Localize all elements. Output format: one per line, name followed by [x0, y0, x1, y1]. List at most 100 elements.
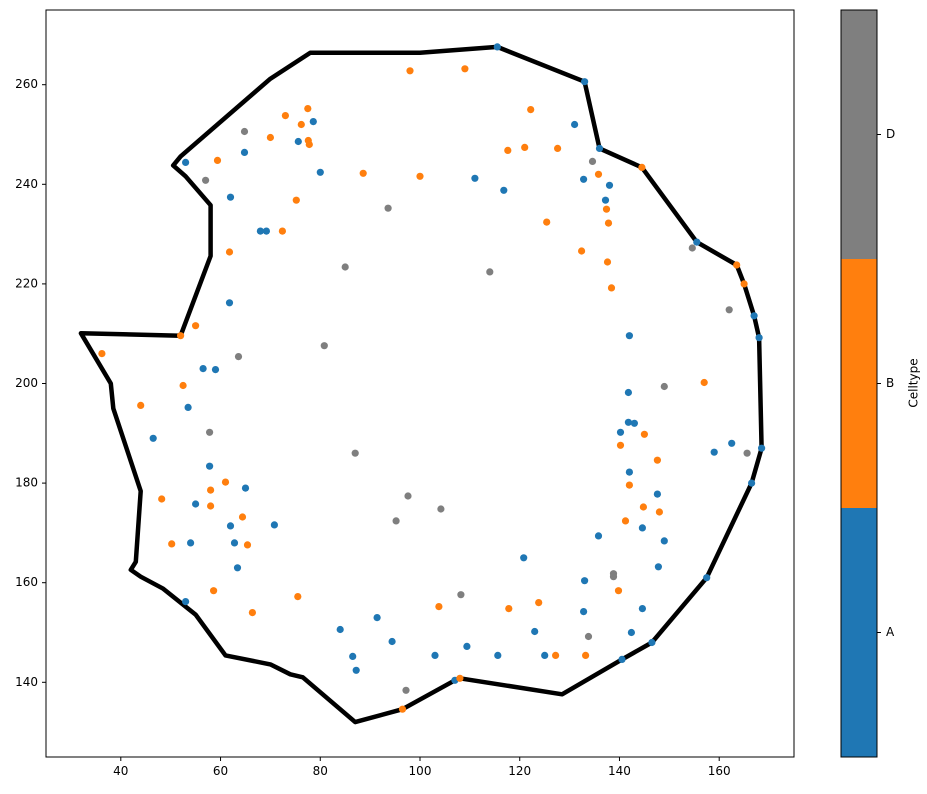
point-A: [240, 148, 249, 156]
point-A: [625, 332, 634, 340]
point-A: [541, 651, 549, 660]
colorbar-frame: [840, 9, 878, 758]
point-B: [461, 65, 469, 73]
colorbar-segment-A: [841, 508, 877, 757]
y-tick-label: 140: [15, 675, 38, 689]
boundary-line: [78, 44, 764, 725]
point-B: [292, 196, 300, 204]
point-B: [578, 247, 586, 255]
point-D: [206, 428, 214, 436]
y-tick-label: 260: [15, 77, 38, 91]
point-B: [243, 541, 252, 549]
point-A: [230, 539, 239, 547]
colorbar-tick-label: B: [886, 376, 894, 390]
point-D: [743, 449, 751, 457]
point-A: [693, 238, 701, 246]
point-B: [640, 430, 649, 438]
point-B: [207, 502, 215, 510]
point-B: [98, 350, 106, 358]
point-B: [582, 651, 590, 660]
point-B: [456, 674, 464, 682]
point-A: [660, 537, 668, 545]
colorbar-tick-label: A: [886, 625, 895, 639]
colorbar: A B D: [840, 9, 895, 758]
point-D: [384, 204, 392, 212]
point-A: [581, 78, 589, 86]
y-tick-label: 220: [15, 276, 38, 290]
point-A: [653, 490, 662, 498]
point-A: [270, 521, 278, 529]
point-A: [500, 186, 508, 194]
point-A: [316, 168, 324, 176]
point-A: [580, 608, 588, 616]
point-A: [638, 524, 647, 532]
point-B: [305, 140, 313, 149]
point-D: [202, 176, 210, 184]
point-B: [638, 163, 646, 171]
point-B: [603, 258, 612, 266]
point-B: [266, 133, 274, 142]
point-A: [595, 144, 604, 152]
point-A: [226, 522, 235, 530]
colorbar-segment-D: [841, 10, 877, 259]
point-A: [431, 651, 439, 660]
y-tick-label: 160: [15, 575, 38, 589]
point-A: [226, 193, 235, 201]
point-A: [187, 539, 195, 547]
point-D: [351, 449, 359, 457]
point-D: [234, 353, 243, 361]
point-B: [168, 540, 176, 548]
point-D: [240, 127, 249, 136]
point-A: [184, 403, 192, 411]
point-A: [199, 365, 207, 373]
point-B: [607, 284, 616, 292]
point-A: [710, 448, 718, 456]
point-A: [294, 137, 302, 146]
point-A: [531, 627, 539, 636]
point-B: [225, 248, 234, 256]
point-B: [238, 513, 247, 521]
point-D: [402, 686, 410, 694]
y-tick-label: 240: [15, 177, 38, 191]
point-A: [627, 628, 636, 637]
point-B: [604, 219, 613, 227]
point-A: [605, 181, 614, 189]
point-A: [616, 428, 625, 436]
point-D: [688, 244, 696, 252]
point-B: [294, 593, 302, 601]
point-A: [758, 444, 766, 452]
plot-area: [78, 43, 766, 725]
point-B: [527, 106, 535, 114]
point-B: [297, 120, 305, 129]
point-B: [616, 441, 625, 449]
y-tick-label: 180: [15, 476, 38, 490]
x-tick-label: 160: [708, 764, 731, 778]
point-D: [437, 505, 445, 513]
point-D: [341, 263, 349, 271]
point-D: [725, 306, 733, 314]
point-B: [554, 144, 562, 152]
point-B: [614, 587, 623, 595]
point-D: [588, 157, 597, 165]
point-B: [594, 170, 603, 178]
point-B: [210, 587, 218, 595]
x-tick-label: 100: [409, 764, 432, 778]
point-A: [309, 118, 317, 126]
point-A: [241, 484, 250, 492]
point-A: [601, 196, 610, 204]
point-D: [486, 268, 494, 276]
point-A: [336, 625, 344, 634]
point-A: [638, 605, 647, 613]
point-B: [733, 261, 741, 269]
point-D: [404, 492, 412, 500]
point-B: [213, 156, 222, 164]
point-A: [192, 500, 200, 508]
point-B: [137, 401, 145, 409]
point-A: [262, 227, 270, 235]
point-A: [624, 388, 633, 397]
point-B: [653, 456, 662, 464]
axes-frame: [45, 9, 795, 758]
point-B: [543, 218, 551, 226]
